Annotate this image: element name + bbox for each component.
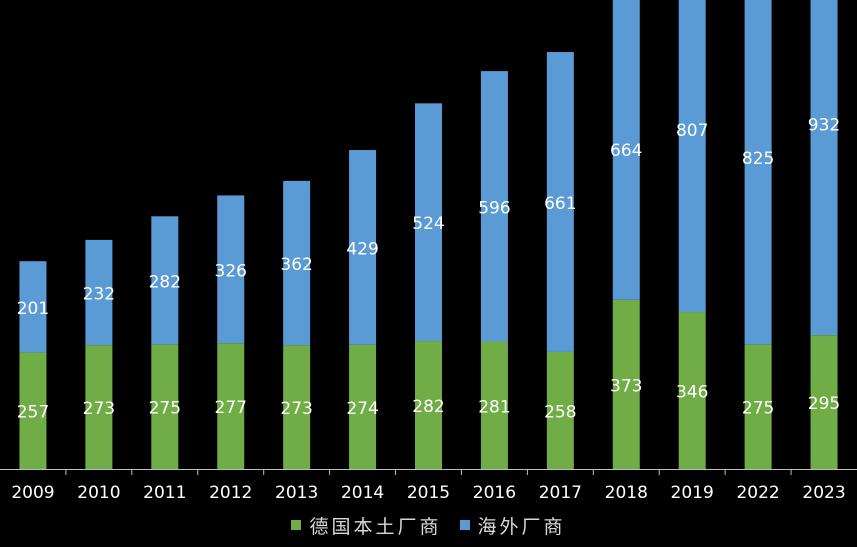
data-label-domestic-2011: 275: [149, 399, 181, 419]
bar-domestic-2012: [217, 343, 245, 469]
x-tick-label-2011: 2011: [143, 483, 186, 503]
bar-domestic-2016: [480, 341, 508, 469]
x-tick-label-2018: 2018: [605, 483, 648, 503]
bar-domestic-2015: [415, 341, 442, 469]
data-label-domestic-2018: 373: [610, 376, 642, 396]
bar-overseas-2011: [151, 216, 179, 345]
bar-overseas-2013: [283, 180, 311, 346]
bar-domestic-2011: [151, 344, 179, 469]
legend-label-domestic: 德国本土厂商: [309, 515, 442, 538]
bar-overseas-2015: [415, 103, 442, 342]
legend-swatch-domestic: [291, 520, 302, 530]
legend-label-overseas: 海外厂商: [477, 515, 566, 538]
bar-overseas-2012: [217, 195, 245, 344]
data-label-domestic-2015: 282: [412, 397, 444, 417]
data-label-domestic-2023: 295: [808, 394, 840, 414]
legend-item-overseas: 海外厂商: [459, 512, 566, 539]
x-tick-label-2023: 2023: [802, 483, 845, 503]
x-tick-label-2013: 2013: [275, 483, 318, 503]
x-tick-label-2015: 2015: [407, 483, 450, 503]
data-label-domestic-2016: 281: [478, 397, 510, 417]
bar-overseas-2010: [85, 239, 113, 346]
bar-domestic-2009: [19, 352, 47, 469]
data-label-overseas-2019: 807: [676, 121, 708, 141]
data-label-overseas-2010: 232: [83, 285, 115, 305]
bar-overseas-2022: [744, 0, 772, 345]
bar-domestic-2018: [612, 299, 640, 469]
data-label-overseas-2012: 326: [215, 261, 247, 281]
x-tick-label-2009: 2009: [11, 483, 54, 503]
data-label-domestic-2017: 258: [544, 402, 576, 422]
legend-swatch-overseas: [459, 520, 470, 530]
data-label-domestic-2009: 257: [17, 403, 49, 423]
bar-domestic-2017: [546, 351, 574, 469]
bar-domestic-2010: [85, 345, 113, 469]
data-label-overseas-2015: 524: [412, 214, 444, 234]
x-tick-label-2012: 2012: [209, 483, 252, 503]
data-label-domestic-2022: 275: [742, 399, 774, 419]
bar-overseas-2009: [19, 261, 47, 353]
data-label-overseas-2017: 661: [544, 194, 576, 214]
data-label-overseas-2014: 429: [346, 239, 378, 259]
bar-overseas-2019: [678, 0, 706, 313]
data-label-overseas-2022: 825: [742, 149, 774, 169]
x-tick-label-2022: 2022: [736, 483, 779, 503]
data-label-overseas-2009: 201: [17, 299, 49, 319]
data-label-overseas-2016: 596: [478, 198, 510, 218]
bar-domestic-2023: [810, 335, 838, 469]
data-label-domestic-2010: 273: [83, 399, 115, 419]
bar-overseas-2016: [480, 71, 508, 342]
bar-overseas-2018: [612, 0, 640, 300]
x-tick-label-2010: 2010: [77, 483, 120, 503]
bar-overseas-2014: [349, 150, 377, 345]
x-tick-label-2014: 2014: [341, 483, 384, 503]
data-label-domestic-2019: 346: [676, 383, 708, 403]
bar-domestic-2013: [283, 345, 311, 469]
data-label-overseas-2018: 664: [610, 141, 642, 161]
data-labels-group: 257 201 273 232 275 282 277 326 273 362 274 429 282 5…: [17, 116, 841, 423]
bar-overseas-2023: [810, 0, 838, 336]
data-label-domestic-2014: 274: [346, 399, 378, 419]
x-tick-label-2016: 2016: [473, 483, 516, 503]
x-tick-label-2017: 2017: [539, 483, 582, 503]
data-label-overseas-2013: 362: [280, 255, 312, 275]
data-label-overseas-2023: 932: [808, 116, 840, 136]
data-label-overseas-2011: 282: [149, 272, 181, 292]
x-axis-group: 2009 2010 2011 2012 2013 2014 2015 2016 2017 2018…: [0, 469, 857, 503]
legend: 德国本土厂商 海外厂商: [0, 510, 857, 540]
x-tick-label-2019: 2019: [671, 483, 714, 503]
data-label-domestic-2013: 273: [280, 399, 312, 419]
data-label-domestic-2012: 277: [215, 398, 247, 418]
bar-domestic-2014: [349, 344, 377, 469]
legend-item-domestic: 德国本土厂商: [291, 512, 441, 539]
bar-domestic-2019: [678, 312, 706, 469]
bars-group: [19, 0, 838, 469]
bar-domestic-2022: [744, 344, 772, 469]
bar-overseas-2017: [546, 52, 574, 352]
